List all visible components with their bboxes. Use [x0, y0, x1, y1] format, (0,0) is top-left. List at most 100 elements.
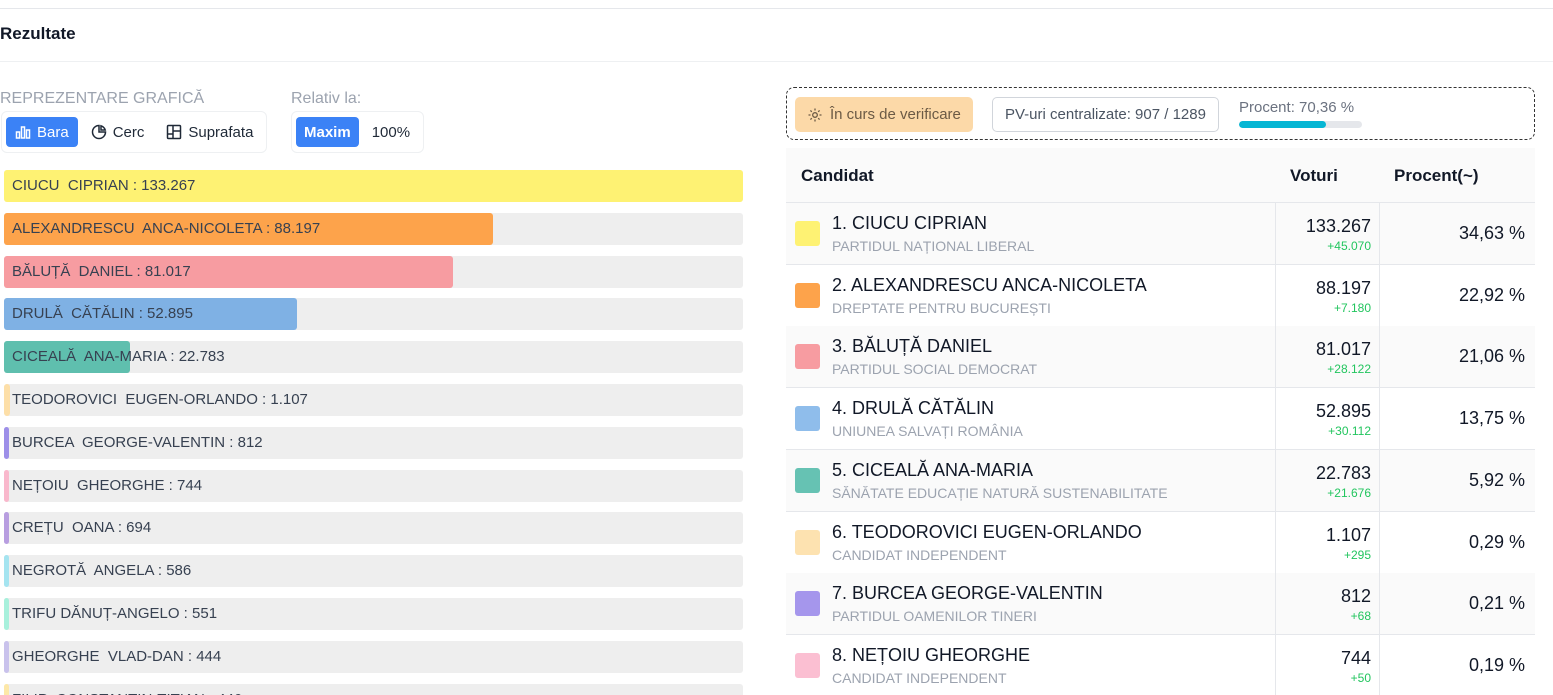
- candidate-party: CANDIDAT INDEPENDENT: [832, 669, 1007, 686]
- bar-fill: [4, 212, 494, 245]
- candidate-votes: 22.783: [1315, 462, 1371, 483]
- candidate-name: 2. ALEXANDRESCU ANCA-NICOLETA: [832, 274, 1147, 295]
- percent-label: Procent: 70,36 %: [1239, 99, 1355, 116]
- header-percent: Procent(~): [1394, 166, 1479, 185]
- bar-view-button[interactable]: Bara: [6, 117, 78, 147]
- candidate-votes-delta: +30.112: [1328, 424, 1371, 439]
- pie-view-button[interactable]: Cerc: [82, 117, 154, 147]
- table-row[interactable]: 7. BURCEA GEORGE-VALENTIN PARTIDUL OAMENI…: [786, 573, 1535, 636]
- candidate-votes: 744: [1340, 647, 1371, 668]
- candidate-percent: 5,92 %: [1468, 469, 1525, 490]
- table-row[interactable]: 6. TEODOROVICI EUGEN-ORLANDO CANDIDAT IND…: [786, 511, 1535, 574]
- bar-row[interactable]: TRIFU DĂNUȚ-ANGELO : 551: [4, 598, 743, 630]
- table-row[interactable]: 5. CICEALĂ ANA-MARIA SĂNĂTATE EDUCAȚIE NA…: [786, 449, 1535, 512]
- cell-divider: [1275, 573, 1276, 636]
- bar-row[interactable]: DRULĂ CĂTĂLIN : 52.895: [4, 298, 743, 331]
- bar-label: ALEXANDRESCU ANCA-NICOLETA : 88.197: [12, 219, 321, 237]
- bar-row[interactable]: NEGROTĂ ANGELA : 586: [4, 555, 743, 588]
- bar-row[interactable]: BURCEA GEORGE-VALENTIN : 812: [4, 426, 743, 459]
- cell-divider: [1275, 449, 1276, 512]
- table-row[interactable]: 1. CIUCU CIPRIAN PARTIDUL NAȚIONAL LIBERA…: [786, 203, 1535, 265]
- pv-count: PV-uri centralizate: 907 / 1289: [992, 97, 1219, 132]
- table-row[interactable]: 2. ALEXANDRESCU ANCA-NICOLETA DREPTATE PE…: [786, 264, 1535, 327]
- bar-label: BURCEA GEORGE-VALENTIN : 812: [12, 433, 263, 451]
- bar-row[interactable]: TEODOROVICI EUGEN-ORLANDO : 1.107: [4, 384, 743, 416]
- bar-row[interactable]: BĂLUȚĂ DANIEL : 81.017: [4, 255, 743, 288]
- candidate-color-swatch: [795, 591, 820, 617]
- status-panel: În curs de verificare PV-uri centralizat…: [786, 87, 1535, 140]
- cell-divider: [1379, 326, 1380, 389]
- candidate-votes-delta: +28.122: [1327, 362, 1371, 377]
- candidate-votes-delta: +21.676: [1327, 485, 1371, 500]
- cell-divider: [1275, 634, 1276, 695]
- bar-chart-icon: [15, 126, 31, 139]
- bar-row[interactable]: CREȚU OANA : 694: [4, 512, 743, 545]
- cell-divider: [1379, 203, 1380, 265]
- relative-toggle: Maxim 100%: [291, 111, 425, 153]
- verification-status-text: În curs de verificare: [830, 106, 961, 123]
- bar-label: NEGROTĂ ANGELA : 586: [12, 562, 192, 580]
- relative-100-button[interactable]: 100%: [371, 123, 411, 141]
- candidate-votes-delta: +7.180: [1333, 300, 1371, 315]
- pie-chart-icon: [91, 124, 106, 140]
- candidate-votes-delta: +50: [1350, 670, 1371, 685]
- bar-fill: [4, 341, 131, 374]
- candidate-color-swatch: [795, 282, 820, 308]
- candidate-party: CANDIDAT INDEPENDENT: [832, 546, 1007, 563]
- table-row[interactable]: 3. BĂLUȚĂ DANIEL PARTIDUL SOCIAL DEMOCRAT…: [786, 326, 1535, 389]
- candidate-name: 1. CIUCU CIPRIAN: [832, 213, 988, 233]
- representation-label: REPREZENTARE GRAFICĂ: [0, 90, 205, 107]
- bar-label: FILIP CONSTANTIN-TITIAN : 440: [12, 684, 242, 695]
- candidate-party: UNIUNEA SALVAȚI ROMÂNIA: [832, 423, 1023, 440]
- bar-label: CICEALĂ ANA-MARIA : 22.783: [12, 348, 225, 366]
- bar-label: NEȚOIU GHEORGHE : 744: [12, 476, 203, 494]
- bar-row[interactable]: CICEALĂ ANA-MARIA : 22.783: [4, 341, 743, 374]
- table-row[interactable]: 4. DRULĂ CĂTĂLIN UNIUNEA SALVAȚI ROMÂNIA 5…: [786, 388, 1535, 451]
- cell-divider: [1379, 388, 1380, 451]
- candidate-percent: 22,92 %: [1458, 284, 1525, 305]
- candidate-votes: 133.267: [1305, 216, 1371, 236]
- section-title: Rezultate: [0, 24, 76, 43]
- candidate-color-swatch: [795, 406, 820, 432]
- cell-divider: [1379, 449, 1380, 512]
- section-divider: [0, 61, 1553, 62]
- bar-label: GHEORGHE VLAD-DAN : 444: [12, 647, 222, 665]
- relative-max-button[interactable]: Maxim: [296, 117, 359, 147]
- top-strip: [0, 0, 1553, 9]
- candidate-party: DREPTATE PENTRU BUCUREȘTI: [832, 299, 1051, 316]
- pie-view-label: Cerc: [112, 123, 145, 141]
- cell-divider: [1275, 326, 1276, 389]
- bar-row[interactable]: ALEXANDRESCU ANCA-NICOLETA : 88.197: [4, 212, 743, 245]
- candidate-votes: 81.017: [1315, 339, 1371, 360]
- bar-label: TEODOROVICI EUGEN-ORLANDO : 1.107: [12, 391, 308, 408]
- bar-row[interactable]: NEȚOIU GHEORGHE : 744: [4, 469, 743, 502]
- candidate-party: PARTIDUL SOCIAL DEMOCRAT: [832, 361, 1038, 378]
- bar-fill: [4, 683, 9, 695]
- candidate-percent: 0,29 %: [1468, 531, 1525, 552]
- candidate-color-swatch: [795, 529, 820, 555]
- bar-fill: [4, 170, 743, 202]
- cell-divider: [1379, 634, 1380, 695]
- gear-icon: [808, 108, 822, 121]
- bar-fill: [4, 512, 9, 545]
- treemap-view-button[interactable]: Suprafata: [157, 117, 262, 147]
- bar-row[interactable]: CIUCU CIPRIAN : 133.267: [4, 170, 743, 202]
- bar-row[interactable]: FILIP CONSTANTIN-TITIAN : 440: [4, 683, 743, 695]
- bar-fill: [4, 555, 9, 588]
- candidate-color-swatch: [795, 344, 820, 370]
- candidate-votes: 52.895: [1315, 401, 1371, 422]
- candidate-name: 8. NEȚOIU GHEORGHE: [832, 644, 1031, 665]
- header-candidate: Candidat: [801, 166, 874, 185]
- cell-divider: [1379, 573, 1380, 636]
- candidate-votes-delta: +68: [1350, 609, 1371, 624]
- table-row[interactable]: 8. NEȚOIU GHEORGHE CANDIDAT INDEPENDENT 74…: [786, 634, 1535, 695]
- bar-fill: [4, 598, 9, 630]
- bar-fill: [4, 255, 454, 288]
- bar-fill: [4, 298, 298, 331]
- bar-row[interactable]: GHEORGHE VLAD-DAN : 444: [4, 640, 743, 673]
- bar-chart: CIUCU CIPRIAN : 133.267 ALEXANDRESCU ANCA…: [4, 170, 743, 695]
- candidate-name: 3. BĂLUȚĂ DANIEL: [832, 336, 993, 357]
- candidate-votes-delta: +45.070: [1327, 239, 1371, 253]
- candidate-color-swatch: [795, 467, 820, 493]
- bar-fill: [4, 469, 9, 502]
